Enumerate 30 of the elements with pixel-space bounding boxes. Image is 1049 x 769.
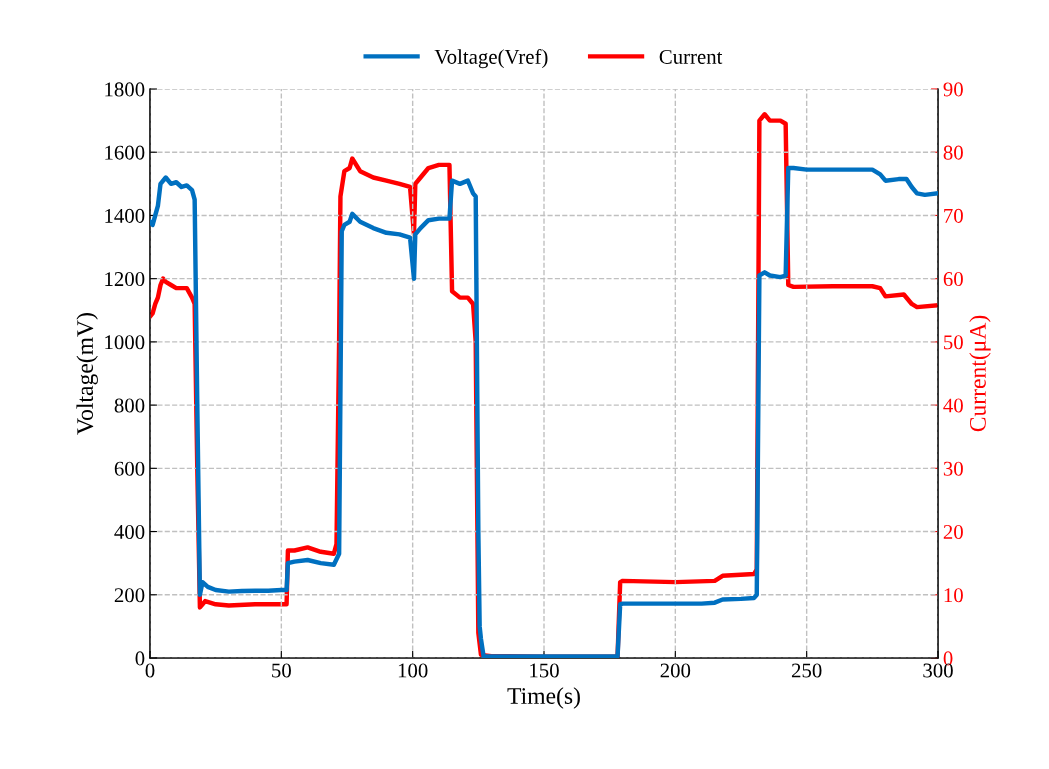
y2-tick-label: 70 <box>944 208 963 223</box>
y-tick-label: 1200 <box>105 272 145 287</box>
y-tick-label: 1400 <box>105 208 145 223</box>
y2-axis-title: Current(μA) <box>969 315 991 432</box>
y2-tick-label: 50 <box>944 335 963 350</box>
x-tick-label: 150 <box>530 663 559 678</box>
x-tick-label: 0 <box>145 663 155 678</box>
y-tick-label: 1600 <box>105 145 145 160</box>
y-tick-label: 600 <box>114 461 145 476</box>
x-tick-label: 100 <box>398 663 428 678</box>
legend-label: Current <box>659 49 723 64</box>
y-axis-title: Voltage(mV) <box>76 313 98 435</box>
x-tick-label: 50 <box>272 663 291 678</box>
x-axis-title: Time(s) <box>507 687 580 709</box>
y2-tick-label: 60 <box>943 272 963 287</box>
y-tick-label: 0 <box>135 651 145 666</box>
y-tick-label: 200 <box>114 588 145 603</box>
y2-tick-label: 20 <box>943 524 963 539</box>
y-tick-label: 1000 <box>105 335 145 350</box>
y-tick-label: 400 <box>114 524 145 539</box>
y2-tick-label: 30 <box>943 461 963 476</box>
legend-label: Voltage(Vref) <box>434 49 548 69</box>
y2-tick-label: 10 <box>944 588 963 603</box>
y2-tick-label: 40 <box>943 398 963 413</box>
x-tick-label: 250 <box>791 663 822 678</box>
y-tick-label: 1800 <box>105 82 145 97</box>
x-tick-label: 200 <box>660 663 691 678</box>
y-tick-label: 800 <box>114 398 145 413</box>
y2-tick-label: 90 <box>943 82 963 97</box>
y2-tick-label: 80 <box>943 145 963 160</box>
